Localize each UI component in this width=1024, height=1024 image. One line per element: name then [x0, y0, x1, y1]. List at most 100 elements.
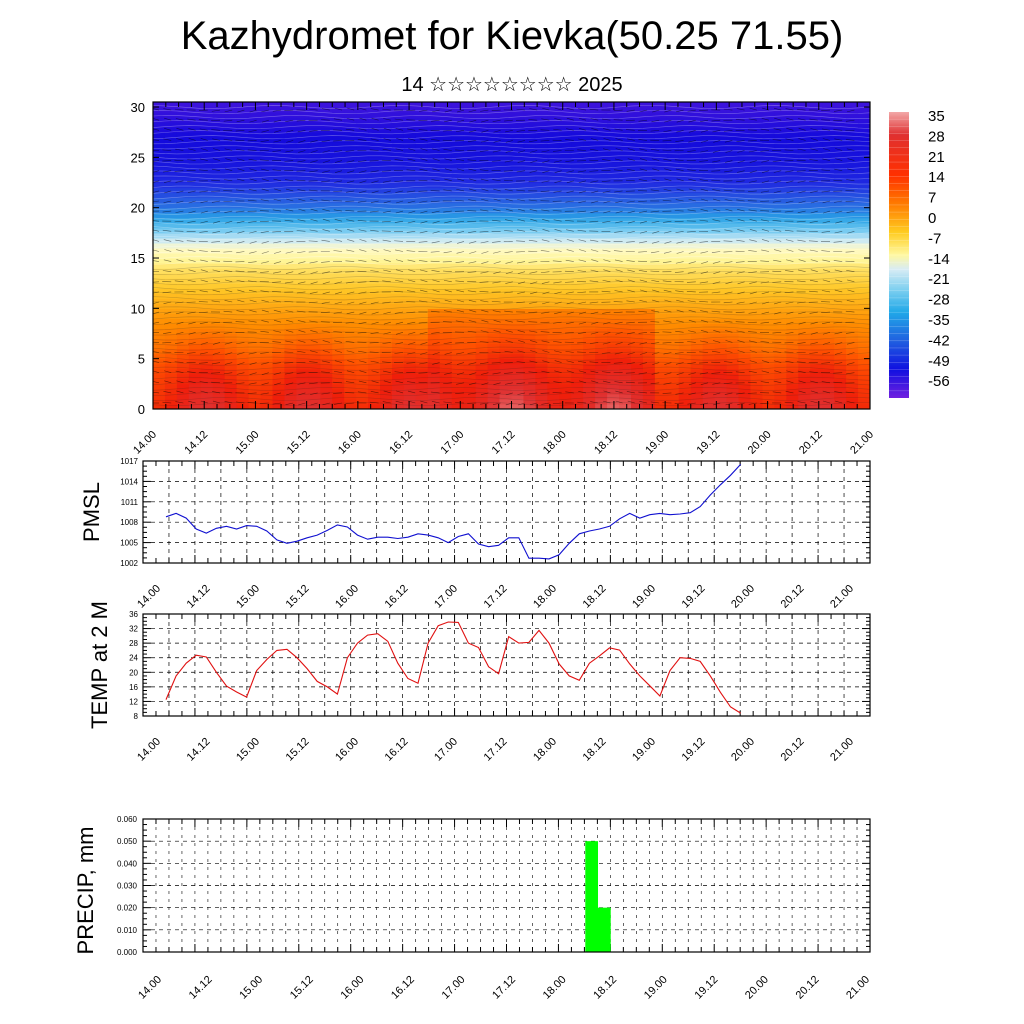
heatmap-cell [559, 273, 572, 279]
heatmap-cell [260, 353, 274, 360]
heatmap-cell [427, 142, 441, 148]
heatmap-cell [176, 122, 190, 128]
heatmap-cell [666, 142, 680, 148]
heatmap-cell [559, 308, 572, 314]
wind-barb [432, 362, 440, 365]
heatmap-cell [654, 242, 668, 249]
wind-barb [370, 138, 379, 141]
heatmap-cell [726, 258, 740, 264]
heatmap-cell [368, 303, 381, 309]
heatmap-cell [224, 373, 238, 380]
wind-barb [260, 392, 269, 395]
wind-barb [651, 178, 660, 182]
heatmap-cell [176, 353, 190, 360]
heatmap-cell [427, 303, 441, 309]
heatmap-cell [380, 278, 393, 284]
wind-barb [664, 309, 672, 313]
heatmap-cell [726, 227, 740, 234]
heatmap-cell [595, 217, 608, 224]
heatmap-cell [666, 368, 680, 375]
heatmap-cell [475, 318, 489, 325]
wind-barb [261, 119, 269, 123]
heatmap-cell [571, 127, 584, 133]
heatmap-cell [487, 137, 501, 143]
wind-barb [188, 400, 196, 404]
wind-barb [505, 140, 513, 143]
heatmap-cell [690, 212, 704, 219]
wind-barb [408, 332, 416, 335]
heatmap-cell [487, 333, 501, 340]
wind-barb [566, 249, 574, 252]
heatmap-cell [738, 303, 752, 309]
heatmap-cell [631, 373, 644, 380]
heatmap-cell [463, 318, 477, 325]
heatmap-cell [595, 147, 608, 153]
wind-barb [224, 300, 233, 303]
heatmap-cell [631, 192, 644, 199]
wind-barb [309, 392, 318, 395]
heatmap-cell [344, 117, 357, 123]
heatmap-cell [642, 283, 656, 289]
heatmap-cell [176, 162, 190, 169]
heatmap-cell [463, 227, 477, 234]
contour-line [153, 230, 870, 235]
wind-barb [153, 170, 160, 173]
heatmap-cell [368, 313, 381, 320]
heatmap-cell [415, 303, 429, 309]
wind-barb [395, 190, 404, 193]
wind-barb [395, 210, 404, 214]
heatmap-cell [475, 222, 489, 229]
heatmap-cell [200, 152, 214, 158]
wind-barb [347, 301, 355, 305]
wind-barb [443, 342, 452, 345]
heatmap-cell [320, 162, 333, 169]
heatmap-cell [786, 328, 799, 335]
heatmap-cell [153, 393, 166, 400]
wind-barb [359, 370, 367, 373]
heatmap-cell [714, 358, 728, 365]
heatmap-cell [463, 333, 477, 340]
heatmap-cell [344, 197, 357, 204]
heatmap-cell [368, 283, 381, 289]
heatmap-cell [153, 323, 166, 330]
heatmap-cell [547, 343, 560, 350]
heatmap-cell [619, 167, 632, 174]
heatmap-cell [403, 328, 417, 335]
heatmap-cell [690, 127, 704, 133]
heatmap-cell [344, 142, 357, 148]
contour-line [153, 240, 870, 245]
heatmap-cell [619, 263, 632, 269]
wind-barb [212, 231, 221, 234]
heatmap-cell [296, 232, 309, 239]
wind-barb [188, 321, 196, 325]
heatmap-cell [344, 338, 357, 345]
heatmap-cell [523, 182, 536, 189]
wind-barb [211, 260, 221, 262]
wind-barb [615, 210, 623, 214]
heatmap-cell [463, 388, 477, 395]
heatmap-cell [236, 172, 250, 179]
heatmap-cell [212, 328, 226, 335]
heatmap-cell [714, 112, 728, 118]
wind-barb [237, 362, 245, 365]
wind-barb [249, 119, 257, 123]
heatmap-cell [678, 177, 692, 184]
heatmap-cell [774, 393, 787, 400]
wind-barb [505, 150, 513, 153]
heatmap-cell [654, 152, 668, 158]
heatmap-cell [762, 157, 775, 163]
heatmap-cell [356, 398, 369, 405]
heatmap-cell [810, 212, 823, 219]
wind-barb [333, 209, 343, 212]
heatmap-cell [463, 122, 477, 128]
heatmap-cell [153, 162, 166, 169]
heatmap-cell [738, 197, 752, 204]
heatmap-cell [511, 383, 525, 390]
wind-barb [614, 259, 623, 262]
heatmap-cell [571, 252, 584, 259]
wind-barb [188, 269, 196, 272]
heatmap-cell [547, 358, 560, 365]
heatmap-cell [702, 398, 716, 405]
heatmap-cell [200, 162, 214, 169]
wind-barb [418, 129, 428, 131]
